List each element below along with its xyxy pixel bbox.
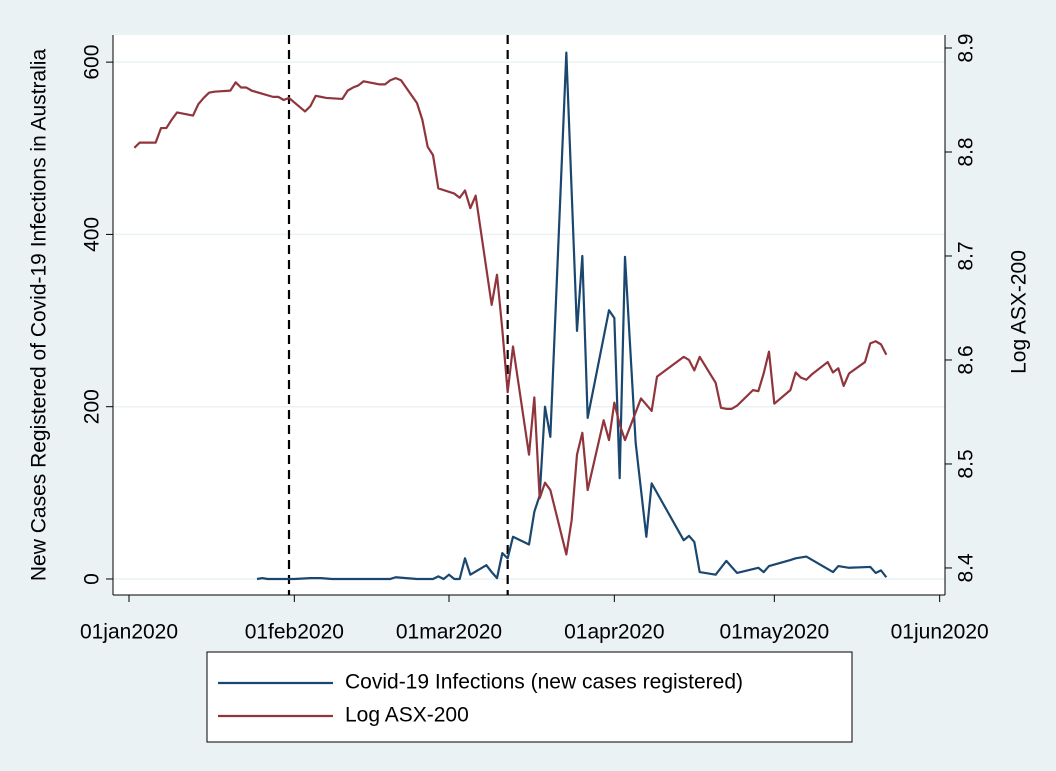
y-axis-label: New Cases Registered of Covid-19 Infecti… (28, 49, 51, 582)
x-tick-label: 01apr2020 (564, 621, 664, 644)
y2-tick-label: 8.9 (955, 33, 978, 62)
y2-tick-label: 8.6 (955, 345, 978, 374)
y2-axis-label: Log ASX-200 (1008, 250, 1031, 374)
legend-box (206, 651, 853, 743)
legend-label: Covid-19 Infections (new cases registere… (345, 671, 743, 694)
legend-label: Log ASX-200 (345, 704, 469, 727)
series-line (133, 77, 888, 556)
y2-tick-label: 8.4 (955, 553, 978, 583)
y-tick-label: 200 (81, 389, 104, 424)
plot-area (113, 35, 945, 595)
y-tick-label: 600 (81, 45, 104, 80)
y2-tick-label: 8.5 (955, 449, 978, 478)
x-tick-label: 01jun2020 (891, 621, 989, 644)
x-tick-label: 01may2020 (719, 621, 829, 644)
y2-tick-label: 8.8 (955, 137, 978, 166)
x-tick-label: 01feb2020 (245, 621, 344, 644)
x-tick-label: 01mar2020 (396, 621, 502, 644)
series-line (256, 51, 888, 581)
x-tick-label: 01jan2020 (80, 621, 178, 644)
y2-tick-label: 8.7 (955, 241, 978, 270)
y-tick-label: 400 (81, 217, 104, 252)
y-tick-label: 0 (81, 573, 104, 585)
